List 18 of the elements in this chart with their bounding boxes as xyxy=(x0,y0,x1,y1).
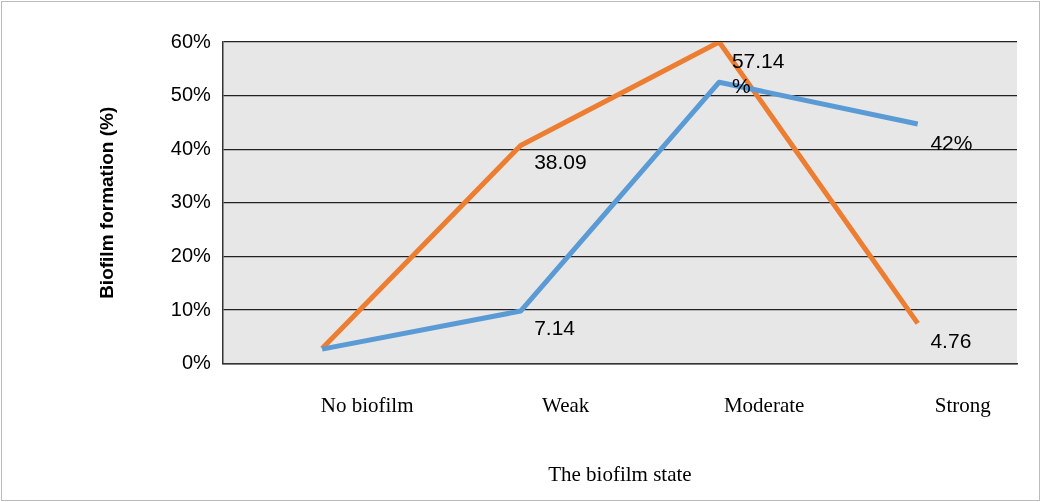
annotation: 7.14 xyxy=(534,316,576,340)
annotation: 4.76 xyxy=(930,329,972,353)
x-axis-title: The biofilm state xyxy=(548,461,692,486)
y-tick-label: 50% xyxy=(170,83,212,106)
y-axis-title: Biofilm formation (%) xyxy=(95,106,117,299)
y-tick-label: 60% xyxy=(170,29,212,52)
y-tick-label: 10% xyxy=(170,297,212,320)
annotation: 57.14 % xyxy=(731,48,785,97)
annotation: 42% xyxy=(930,130,973,154)
y-tick-label: 20% xyxy=(170,243,212,266)
y-tick-label: 40% xyxy=(170,136,212,159)
annotation: 38.09 xyxy=(534,149,587,173)
x-tick-label: Strong xyxy=(934,392,992,417)
x-tick-label: No biofilm xyxy=(320,392,414,417)
y-tick-label: 0% xyxy=(181,351,212,374)
x-tick-label: Moderate xyxy=(723,392,805,417)
x-tick-label: Weak xyxy=(542,392,590,417)
y-tick-label: 30% xyxy=(170,190,212,213)
